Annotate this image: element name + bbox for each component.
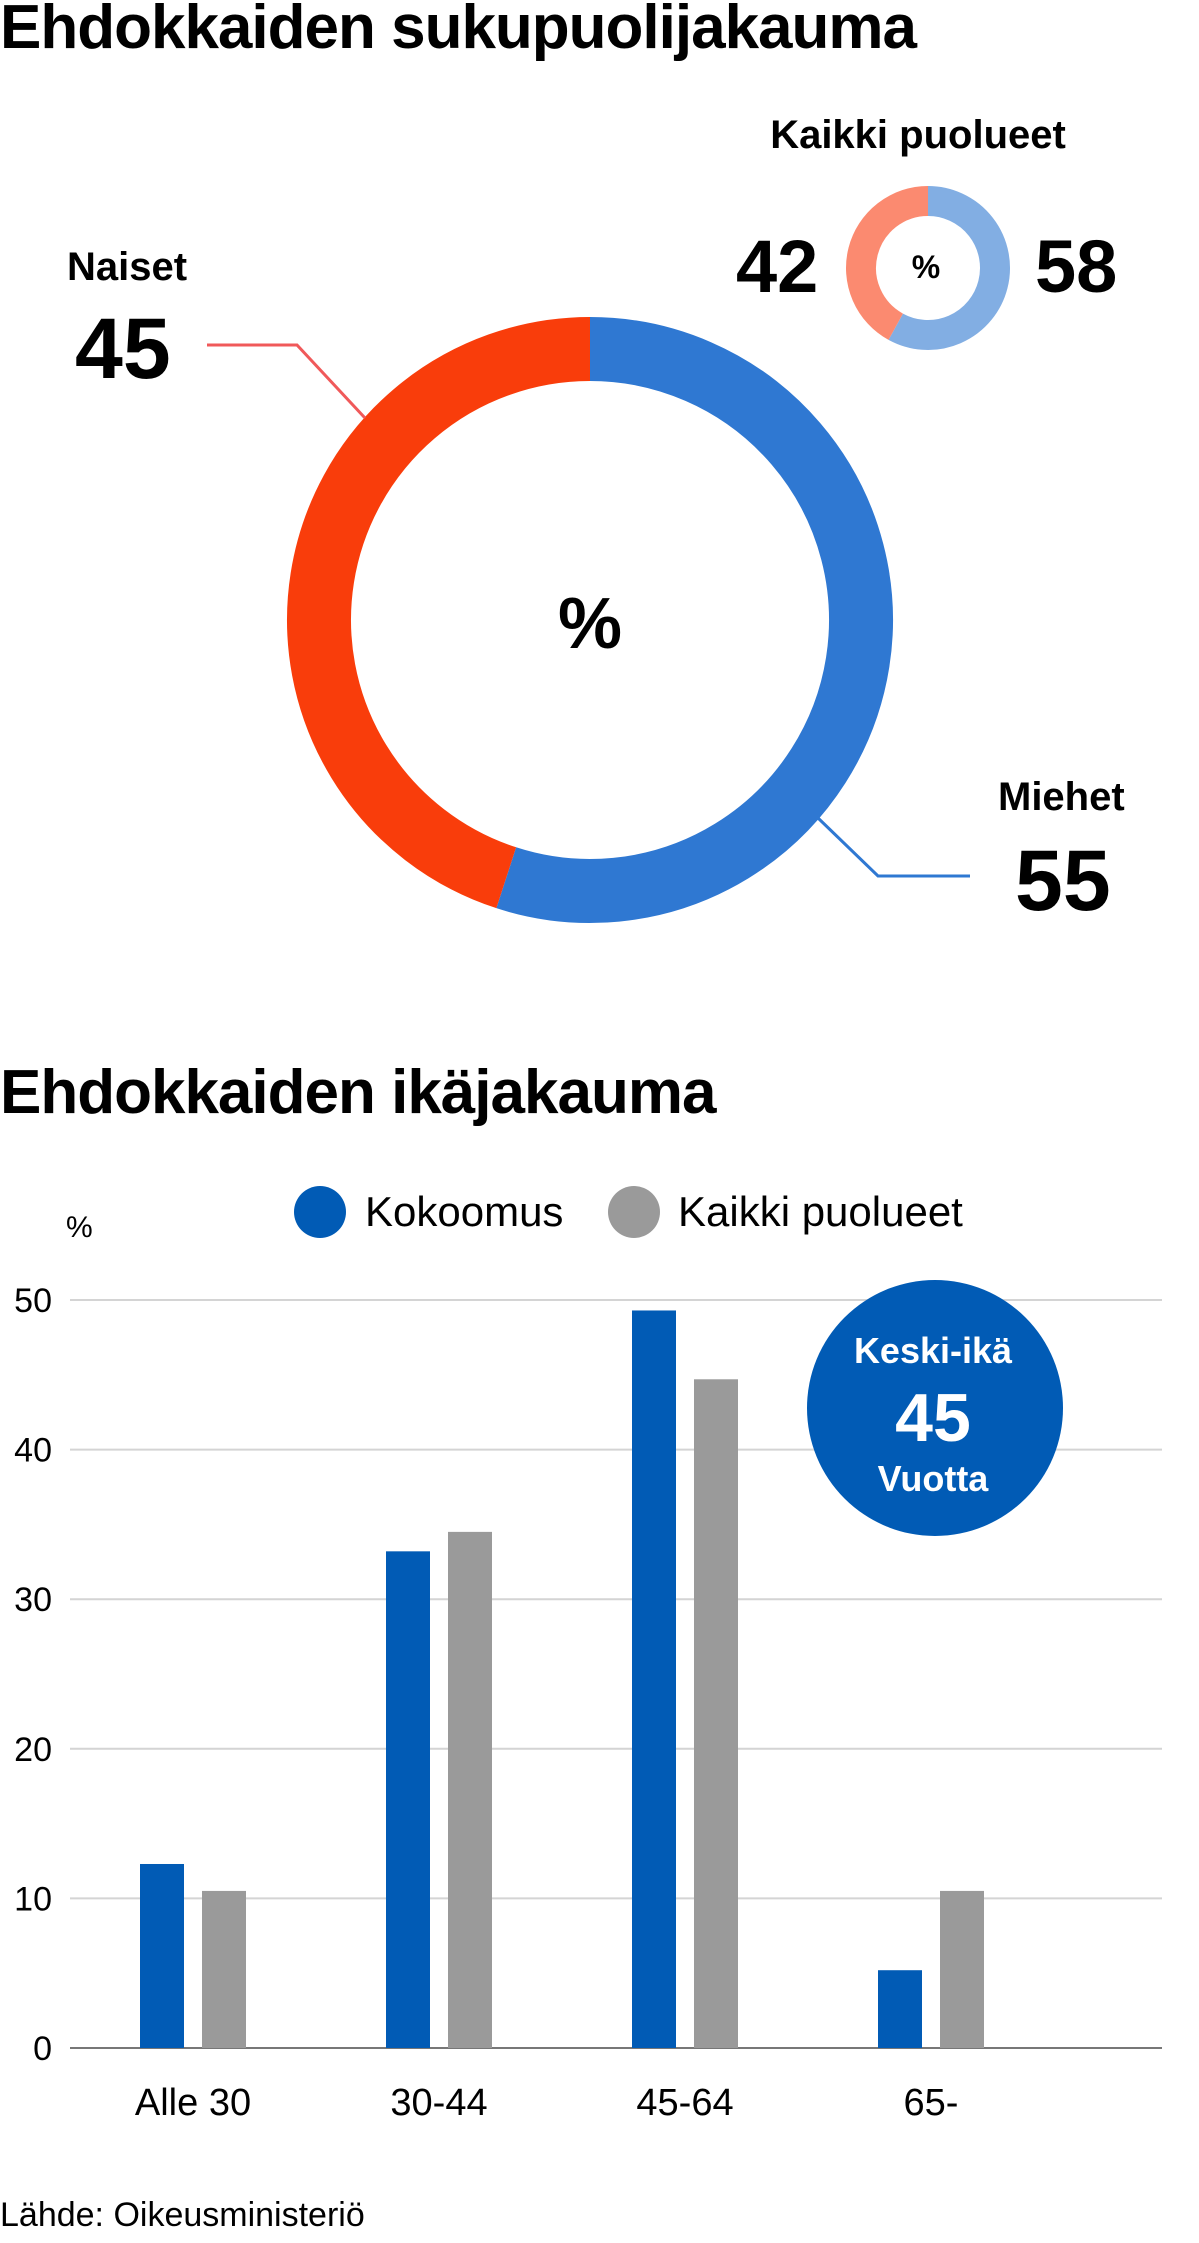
all-parties-donut (846, 186, 1010, 350)
y-tick-30: 30 (14, 1581, 52, 1619)
all-parties-title: Kaikki puolueet (770, 113, 1066, 157)
average-age-label: Keski-ikä (854, 1330, 1013, 1371)
bar-kaikki-alle-30 (202, 1890, 246, 2048)
miehet-leader-line (816, 816, 970, 878)
bar-kaikki-30-44 (448, 1531, 492, 2048)
miehet-value: 55 (1015, 833, 1111, 929)
average-age-badge (807, 1280, 1063, 1536)
miehet-slice (496, 317, 893, 923)
age-title: Ehdokkaiden ikäjakauma (0, 1058, 717, 1127)
all-parties-naiset-value: 42 (736, 225, 818, 308)
miehet-label: Miehet (998, 775, 1125, 819)
legend-kaikki-swatch (608, 1186, 660, 1238)
bar-kokoomus-65- (878, 1970, 922, 2048)
bar-chart-bars (140, 1310, 984, 2048)
average-age-unit: Vuotta (878, 1458, 990, 1499)
gender-donut (287, 317, 893, 923)
average-age-value: 45 (895, 1380, 971, 1456)
naiset-value: 45 (75, 301, 171, 397)
bar-kaikki-65- (940, 1890, 984, 2048)
naiset-leader-line (207, 343, 367, 420)
x-tick-label: 45-64 (636, 2082, 733, 2124)
all-parties-naiset-slice (846, 186, 929, 340)
all-parties-center-label: % (912, 249, 940, 285)
naiset-label: Naiset (67, 245, 187, 289)
legend-kokoomus-label: Kokoomus (365, 1188, 563, 1235)
all-parties-miehet-value: 58 (1035, 225, 1117, 308)
y-axis-unit: % (66, 1211, 93, 1244)
bar-chart-grid: 0 10 20 30 40 50 (14, 1282, 1162, 2068)
source-note: Lähde: Oikeusministeriö (0, 2196, 365, 2234)
naiset-slice (287, 317, 591, 909)
y-tick-40: 40 (14, 1432, 52, 1470)
x-tick-label: 30-44 (390, 2082, 487, 2124)
bar-kokoomus-30-44 (386, 1551, 430, 2048)
legend-kaikki-label: Kaikki puolueet (678, 1188, 963, 1235)
x-tick-label: Alle 30 (135, 2082, 251, 2124)
y-tick-50: 50 (14, 1282, 52, 1320)
bar-kaikki-45-64 (694, 1379, 738, 2048)
y-tick-10: 10 (14, 1880, 52, 1918)
y-tick-20: 20 (14, 1731, 52, 1769)
gender-donut-center-label: % (558, 584, 622, 664)
legend-kokoomus-swatch (294, 1186, 346, 1238)
y-tick-0: 0 (33, 2030, 52, 2068)
gender-title: Ehdokkaiden sukupuolijakauma (0, 0, 918, 62)
bar-kokoomus-45-64 (632, 1310, 676, 2048)
bar-chart-categories: Alle 30 30-44 45-64 65- (135, 2082, 959, 2124)
bar-kokoomus-alle-30 (140, 1863, 184, 2048)
all-parties-miehet-slice (888, 186, 1010, 350)
x-tick-label: 65- (904, 2082, 959, 2124)
